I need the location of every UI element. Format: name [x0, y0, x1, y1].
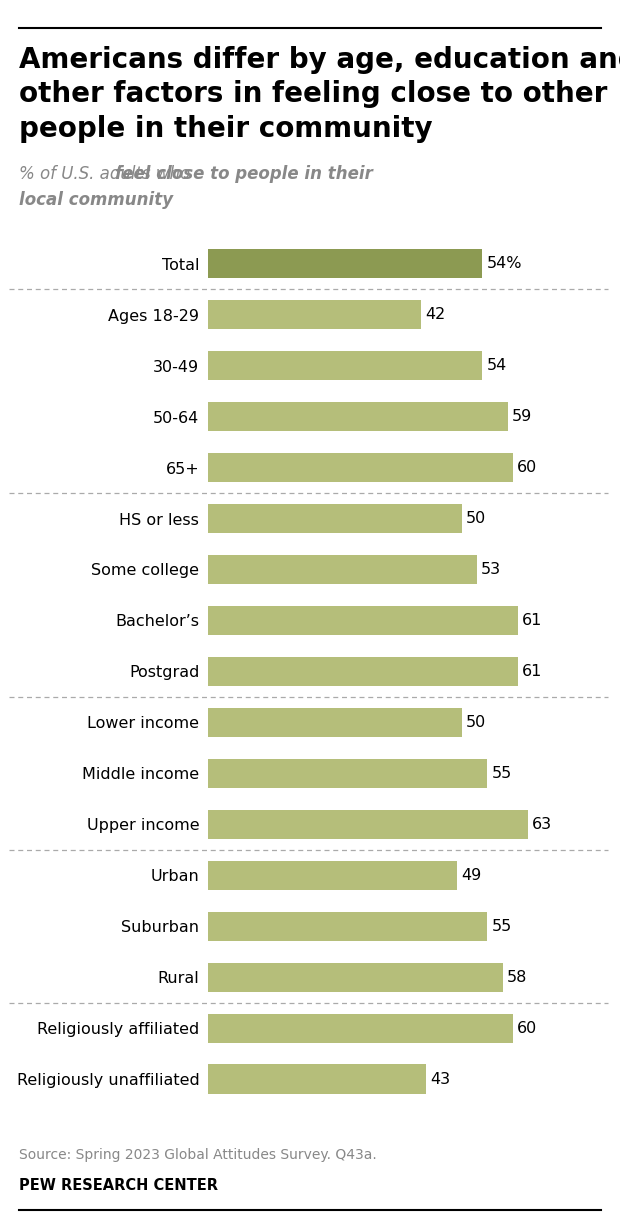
Bar — [208, 759, 487, 788]
Text: 55: 55 — [492, 766, 512, 781]
Text: 50: 50 — [466, 511, 486, 526]
Text: people in their community: people in their community — [19, 115, 432, 143]
Bar — [208, 606, 518, 636]
Text: 60: 60 — [517, 460, 537, 476]
Bar — [208, 657, 518, 686]
Text: % of U.S. adults who: % of U.S. adults who — [19, 165, 195, 184]
Bar — [208, 861, 457, 891]
Text: 61: 61 — [522, 664, 542, 679]
Bar — [208, 249, 482, 278]
Text: feel close to people in their: feel close to people in their — [115, 165, 373, 184]
Text: local community: local community — [19, 191, 173, 209]
Text: 54: 54 — [486, 359, 507, 373]
Text: 55: 55 — [492, 919, 512, 934]
Text: PEW RESEARCH CENTER: PEW RESEARCH CENTER — [19, 1178, 218, 1193]
Bar — [208, 707, 462, 737]
Text: 60: 60 — [517, 1021, 537, 1036]
Bar — [208, 402, 508, 431]
Bar — [208, 1014, 513, 1044]
Text: 42: 42 — [425, 307, 446, 322]
Bar — [208, 912, 487, 941]
Bar — [208, 554, 477, 584]
Text: Source: Spring 2023 Global Attitudes Survey. Q43a.: Source: Spring 2023 Global Attitudes Sur… — [19, 1148, 376, 1162]
Bar — [208, 351, 482, 381]
Text: other factors in feeling close to other: other factors in feeling close to other — [19, 80, 607, 108]
Text: 43: 43 — [430, 1072, 451, 1087]
Text: 61: 61 — [522, 614, 542, 628]
Text: 53: 53 — [481, 562, 502, 577]
Text: 58: 58 — [507, 970, 527, 984]
Text: 50: 50 — [466, 715, 486, 729]
Bar — [208, 809, 528, 839]
Text: 59: 59 — [512, 409, 532, 424]
Bar — [208, 299, 421, 329]
Text: Americans differ by age, education and: Americans differ by age, education and — [19, 46, 620, 74]
Bar — [208, 504, 462, 533]
Bar — [208, 962, 503, 992]
Bar — [208, 1064, 427, 1094]
Text: 49: 49 — [461, 867, 481, 883]
Bar — [208, 452, 513, 482]
Text: 63: 63 — [532, 817, 552, 832]
Text: 54%: 54% — [486, 256, 522, 271]
